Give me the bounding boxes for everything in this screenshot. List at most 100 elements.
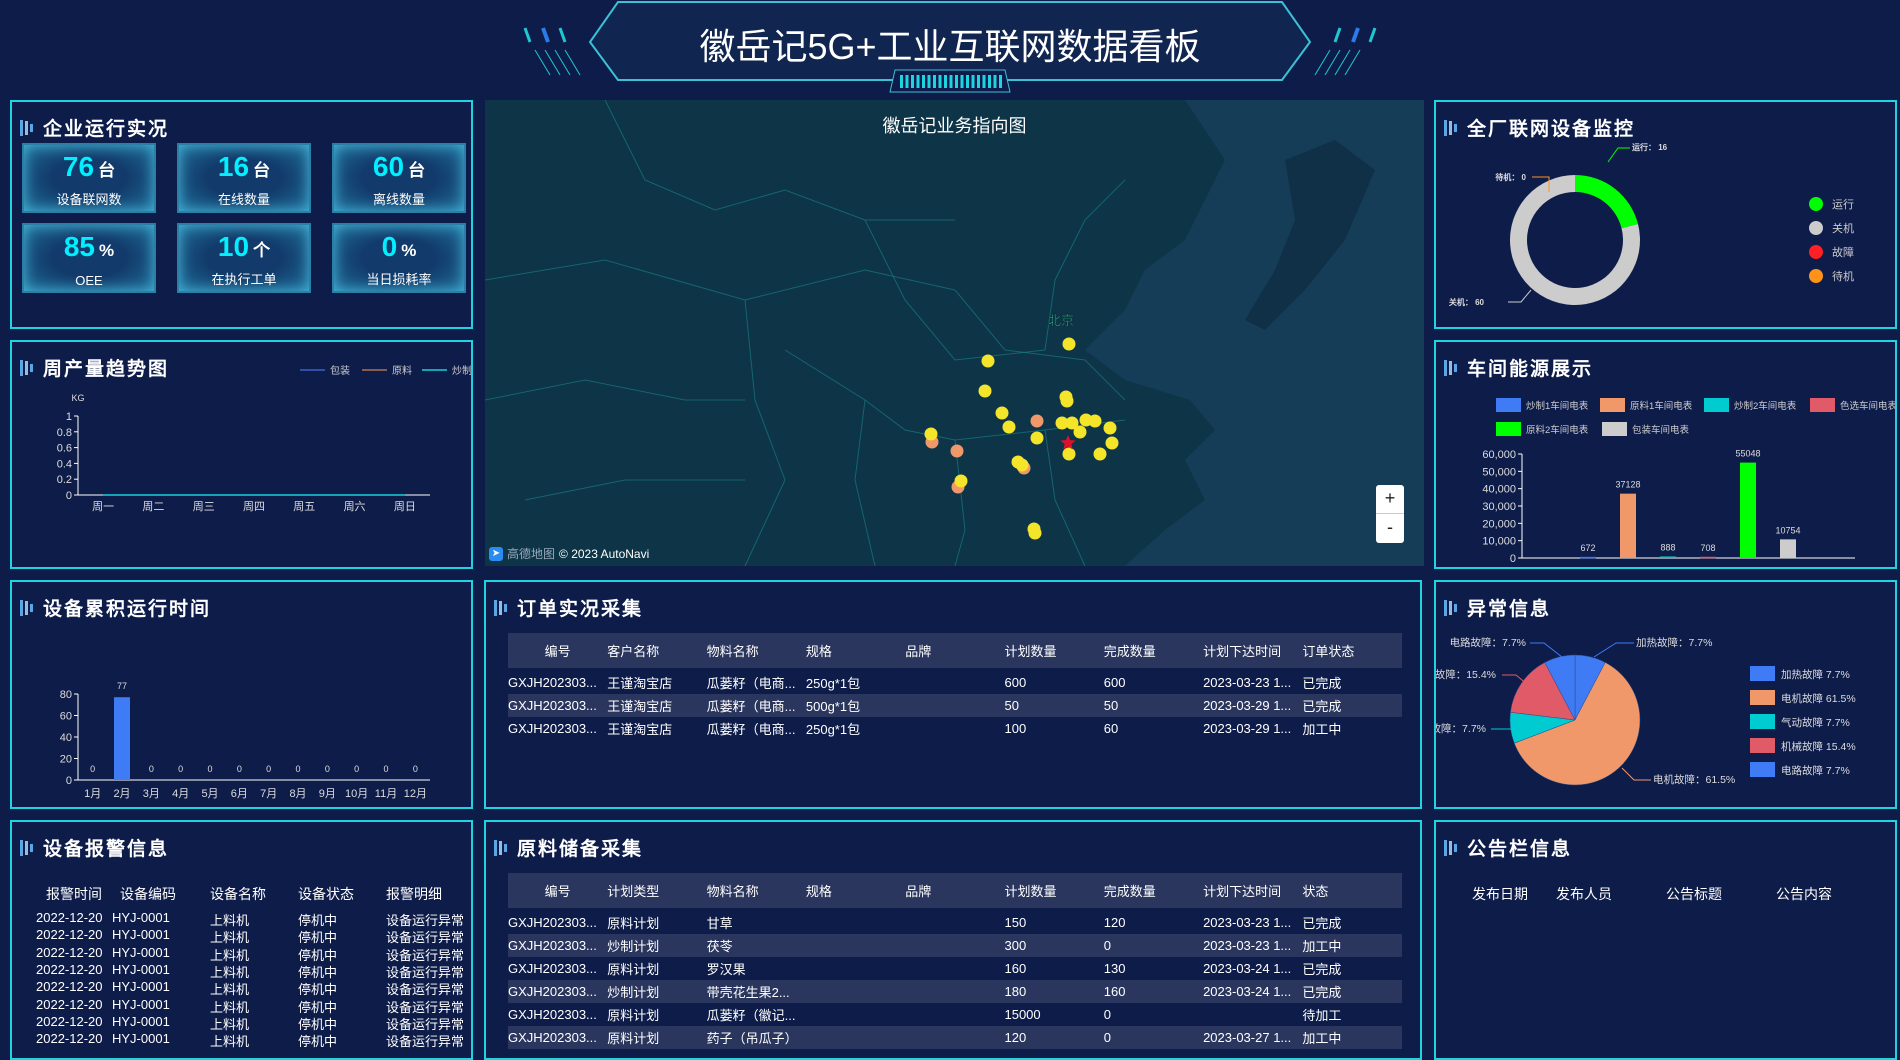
- header-tick: [960, 75, 964, 88]
- table-cell: 瓜蒌籽（电商...: [706, 676, 796, 691]
- header-tick: [999, 75, 1002, 88]
- map-point: [1055, 416, 1069, 430]
- alarm-cell: HYJ-0001: [112, 1013, 170, 1029]
- bar-value-label: 888: [1660, 542, 1675, 552]
- legend-swatch: [1496, 422, 1521, 436]
- map-attribution: ➤ 高德地图 © 2023 AutoNavi: [489, 545, 649, 562]
- map-point: [1002, 420, 1016, 434]
- alarm-cell: 2022-12-20: [36, 1013, 103, 1029]
- alarm-cell: 上料机: [210, 947, 250, 963]
- alarm-cell: 上料机: [210, 1016, 250, 1032]
- y-tick-label: 60: [60, 711, 72, 723]
- table-cell: 250g*1包: [805, 676, 861, 691]
- table-cell: 2023-03-23 1...: [1203, 675, 1292, 690]
- kpi-label: 在线数量: [217, 192, 270, 207]
- slice-label: 电机故障：61.5%: [1653, 773, 1735, 786]
- column-header: 物料名称: [706, 644, 759, 659]
- zoom-in-button[interactable]: +: [1376, 485, 1404, 514]
- alarm-cell: 设备运行异常: [386, 930, 465, 946]
- kpi-unit: %: [99, 241, 115, 260]
- map-copyright: © 2023 AutoNavi: [559, 546, 650, 561]
- table-row[interactable]: GXJH202303... 原料计划 甘草 150 120 2023-03-23 1...…: [508, 911, 1402, 934]
- x-tick-label: 7月: [260, 788, 277, 800]
- table-cell: 原料计划: [607, 1008, 660, 1023]
- table-cell: 茯苓: [706, 939, 733, 954]
- table-row[interactable]: GXJH202303... 原料计划 罗汉果 160 130 2023-03-24 1..…: [508, 957, 1402, 980]
- map-canvas[interactable]: 北京: [485, 100, 1424, 566]
- table-cell: 罗汉果: [706, 962, 746, 977]
- header-tick: [916, 75, 920, 88]
- devices-panel: 全厂联网设备监控 运行 关机 故障 待机 待机： 0 运行： 16 关机： 60: [1434, 100, 1897, 329]
- bar-炒制2车间电表: [1660, 556, 1676, 558]
- map-point: [978, 384, 992, 398]
- table-cell: 2023-03-29 1...: [1203, 721, 1292, 736]
- table-cell: 120: [1004, 1030, 1027, 1045]
- kpi-number: 16: [217, 151, 250, 182]
- legend-swatch: [1750, 762, 1775, 777]
- y-tick-label: 40: [60, 732, 72, 744]
- legend-label: 原料2车间电表: [1526, 424, 1589, 436]
- table-row[interactable]: GXJH202303... 炒制计划 茯苓 300 0 2023-03-23 1... 加工…: [508, 934, 1402, 957]
- alarms-table: 报警时间 设备编码 设备名称 设备状态 报警明细 2022-12-20 HYJ-0001 上料…: [12, 822, 471, 1058]
- table-cell: 60: [1103, 721, 1119, 736]
- kpi-unit: 个: [253, 241, 271, 260]
- table-cell: 0: [1103, 938, 1112, 953]
- legend-label: 炒制2车间电表: [1734, 400, 1797, 412]
- bars-icon: [1444, 119, 1457, 136]
- province-border: [744, 299, 786, 566]
- kpi-number: 60: [372, 151, 405, 182]
- table-cell: 600: [1004, 675, 1027, 690]
- alarm-cell: HYJ-0001: [112, 944, 170, 960]
- kpi-number: 0: [381, 231, 398, 262]
- legend-swatch: [1750, 738, 1775, 753]
- kpi-card: 0% 当日损耗率: [332, 223, 466, 293]
- kpi-label: 设备联网数: [56, 192, 122, 207]
- bar-value-label: 37128: [1615, 480, 1640, 490]
- label-leader: [1621, 767, 1651, 781]
- x-tick-label: 4月: [172, 788, 189, 800]
- table-row[interactable]: GXJH202303... 王谨淘宝店 瓜蒌籽（电商... 250g*1包 600 600…: [508, 671, 1402, 694]
- panel-title: 设备累积运行时间: [43, 599, 212, 620]
- map-point: [1060, 394, 1074, 408]
- table-cell: 0: [1103, 1030, 1112, 1045]
- y-tick-label: 0.6: [57, 443, 72, 455]
- table-cell: 药子（吊瓜子）: [706, 1031, 798, 1046]
- province-border: [1044, 429, 1086, 566]
- bars-icon: [20, 839, 33, 856]
- legend-label: 包装车间电表: [1632, 424, 1690, 436]
- y-tick-label: 10,000: [1482, 536, 1516, 548]
- table-cell: 2023-03-23 1...: [1203, 938, 1292, 953]
- ops-header: 企业运行实况: [20, 114, 169, 141]
- column-header: 品牌: [905, 884, 932, 899]
- zoom-out-button[interactable]: -: [1387, 517, 1393, 537]
- table-cell: 甘草: [706, 916, 733, 931]
- legend-swatch: [1602, 422, 1627, 436]
- label-leader: [1607, 147, 1630, 163]
- map-point: [1088, 414, 1102, 428]
- panel-title: 设备报警信息: [43, 839, 170, 860]
- header-tick: [955, 75, 958, 88]
- bar-value-label: 0: [325, 764, 330, 774]
- kpi-card: 76 台设备联网数: [22, 143, 156, 213]
- kpi-value: 10 个: [179, 231, 309, 263]
- table-row[interactable]: GXJH202303... 王谨淘宝店 瓜蒌籽（电商... 250g*1包 100 60 2…: [508, 717, 1402, 740]
- business-map[interactable]: 北京 徽岳记业务指向图 + - ➤ 高德地图 © 2023 AutoNavi: [485, 100, 1424, 566]
- x-tick-label: 12月: [404, 788, 427, 800]
- table-header: 编号 客户名称 物料名称 规格 品牌 计划数量 完成数量 计划下达时间 订单状态: [508, 633, 1402, 668]
- table-row[interactable]: GXJH202303... 王谨淘宝店 瓜蒌籽（电商... 500g*1包 50 50 20…: [508, 694, 1402, 717]
- table-cell: 带壳花生果2...: [706, 985, 790, 1000]
- y-tick-label: 80: [60, 689, 72, 701]
- map-point: [1093, 447, 1107, 461]
- table-row[interactable]: GXJH202303... 炒制计划 带壳花生果2... 180 160 2023-03-…: [508, 980, 1402, 1003]
- slice-label: 待机： 0: [1494, 172, 1526, 182]
- legend-label: 气动故障 7.7%: [1781, 716, 1850, 729]
- alarm-cell: HYJ-0001: [112, 927, 170, 943]
- slice-label: 运行： 16: [1632, 142, 1668, 152]
- table-row[interactable]: GXJH202303... 原料计划 瓜蒌籽（徽记... 15000 0 待加工: [508, 1003, 1402, 1026]
- x-tick-label: 周日: [394, 500, 416, 513]
- y-tick-label: 0.4: [57, 458, 72, 470]
- table-row[interactable]: GXJH202303... 原料计划 药子（吊瓜子） 120 0 2023-03-27 1…: [508, 1026, 1402, 1049]
- table-cell: GXJH202303...: [508, 721, 597, 736]
- table-cell: 瓜蒌籽（电商...: [706, 722, 796, 737]
- table-cell: 加工中: [1302, 939, 1342, 954]
